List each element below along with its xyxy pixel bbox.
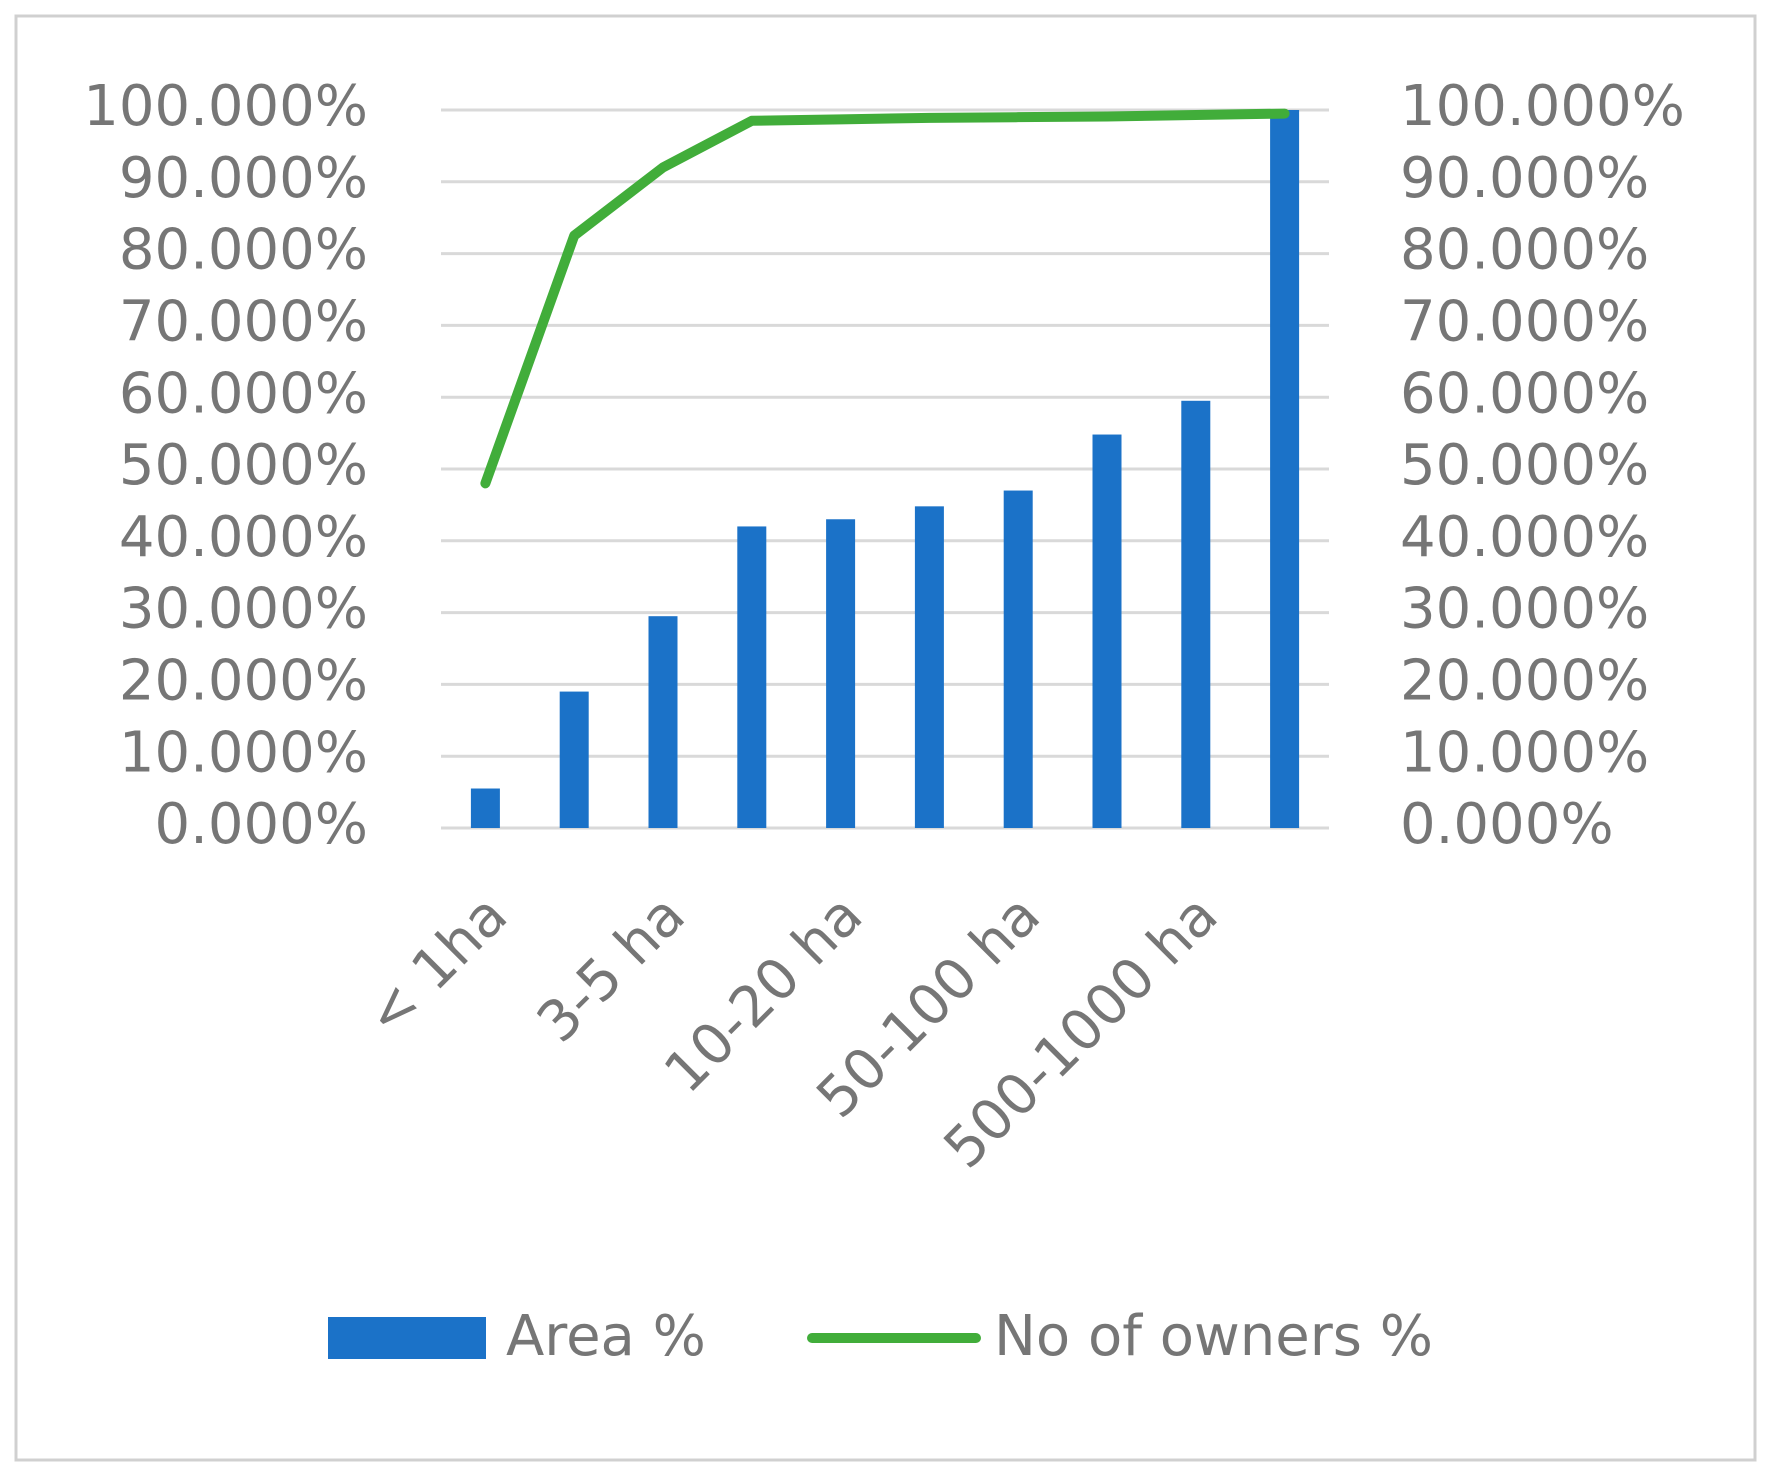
bar [1092, 434, 1122, 828]
y-tick-label: 90.000% [119, 146, 368, 211]
y-tick-label: 60.000% [119, 361, 368, 426]
bar [648, 616, 678, 828]
line [480, 108, 1290, 489]
y-tick-label: 50.000% [119, 433, 368, 498]
y-tick-label: 10.000% [119, 720, 368, 785]
bar [826, 519, 856, 828]
y-tick-label: 70.000% [119, 290, 368, 355]
legend-swatch [328, 1317, 486, 1359]
chart-border [14, 14, 1757, 1462]
bar [1270, 110, 1300, 828]
bar [1003, 490, 1033, 828]
y2-tick-label: 30.000% [1400, 577, 1649, 642]
y2-tick-label: 70.000% [1400, 290, 1649, 355]
y2-tick-label: 0.000% [1400, 792, 1614, 857]
y-tick-label: 0.000% [154, 792, 368, 857]
y-tick-label: 100.000% [83, 74, 368, 139]
y-tick-label: 80.000% [119, 218, 368, 283]
y2-tick-label: 40.000% [1400, 505, 1649, 570]
bar [1181, 400, 1211, 828]
y2-tick-label: 80.000% [1400, 218, 1649, 283]
y2-tick-label: 10.000% [1400, 720, 1649, 785]
bar [559, 691, 589, 828]
y2-tick-label: 100.000% [1400, 74, 1685, 139]
legend-label: Area % [506, 1304, 706, 1369]
y2-tick-label: 60.000% [1400, 361, 1649, 426]
y2-tick-label: 20.000% [1400, 649, 1649, 714]
y2-tick-label: 90.000% [1400, 146, 1649, 211]
y2-tick-label: 50.000% [1400, 433, 1649, 498]
y-tick-label: 30.000% [119, 577, 368, 642]
legend-label: No of owners % [994, 1304, 1433, 1369]
bar [470, 788, 500, 828]
y-tick-label: 40.000% [119, 505, 368, 570]
y-tick-label: 20.000% [119, 649, 368, 714]
bar [737, 526, 767, 828]
bar [914, 506, 944, 828]
